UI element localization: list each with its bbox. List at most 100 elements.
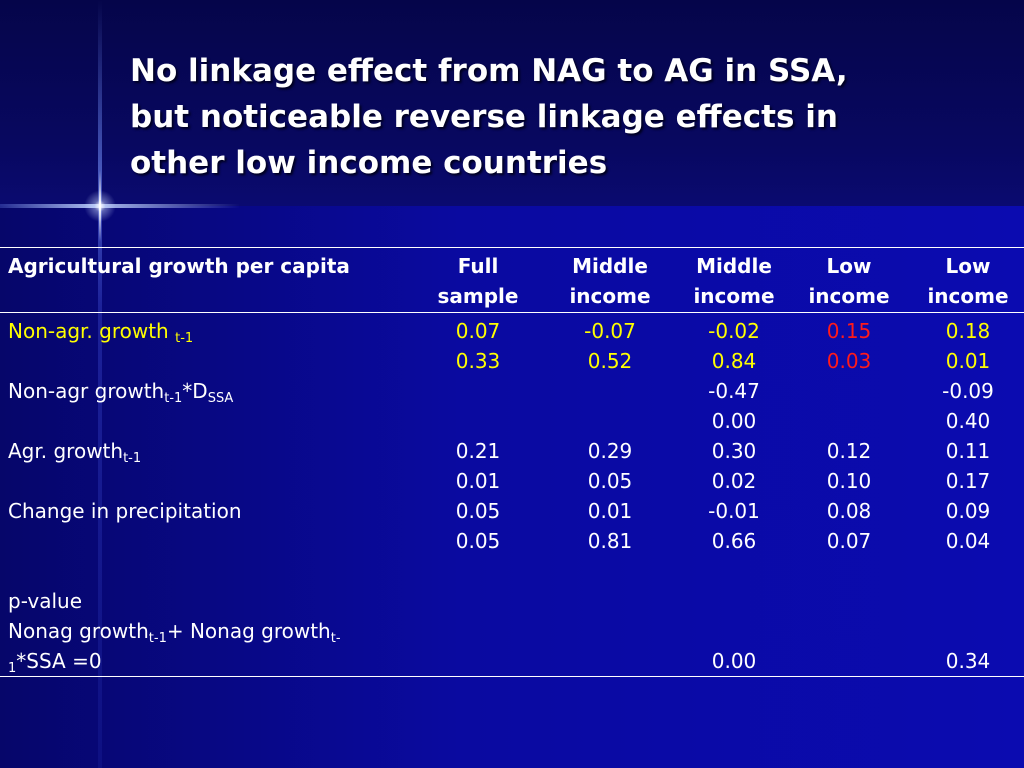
regression-table: Agricultural growth per capita Full sampl… [0,247,1024,677]
table-cell: 0.17 [945,469,991,493]
table-cell: 0.00 [711,409,757,433]
table-cell: 0.01 [945,349,991,373]
header-low-income-2: Low income [912,247,1024,313]
row-label-text: Non-agr growth [8,379,165,403]
table-cell [538,376,682,406]
row-label-empty [0,466,418,496]
header-low-income-2-line1: Low [945,254,991,278]
row-label-subscript: t-1 [175,331,194,346]
table-cell: 0.04 [945,529,991,553]
table-header: Agricultural growth per capita Full sampl… [0,247,1024,313]
header-full-sample-line1: Full [457,254,499,278]
row-label-text: *SSA =0 [16,649,102,673]
header-middle-income-2: Middle income [682,247,786,313]
table-cell: 0.33 [455,349,501,373]
table-cell: 0.15 [826,319,872,343]
decorative-horizontal-line [0,204,240,208]
row-spacer-cell [786,556,912,586]
slide-title: No linkage effect from NAG to AG in SSA,… [130,48,1000,186]
row-label-text: + Nonag growth [166,619,331,643]
table-cell: 0.01 [587,499,633,523]
table-row-nonagr-pval: 0.33 0.52 0.84 0.03 0.01 [0,346,1024,376]
row-label-text: Nonag growth [8,619,149,643]
table-cell: 0.40 [945,409,991,433]
table-cell: 0.07 [826,529,872,553]
table-body: Non-agr. growth t-1 0.07 -0.07 -0.02 0.1… [0,313,1024,677]
table-cell: 0.34 [912,586,1024,677]
table-row-precip-pval: 0.05 0.81 0.66 0.07 0.04 [0,526,1024,556]
header-low-income-1-line2: income [808,284,890,308]
header-middle-income-1-line2: income [569,284,651,308]
header-middle-income-1: Middle income [538,247,682,313]
row-spacer-cell [538,556,682,586]
table-cell: 0.02 [711,469,757,493]
table-row-spacer [0,556,1024,586]
decorative-vertical-line [98,0,102,768]
table-cell [786,586,912,677]
table-row-agr-pval: 0.01 0.05 0.02 0.10 0.17 [0,466,1024,496]
header-low-income-2-line2: income [927,284,1009,308]
table-cell: 0.05 [587,469,633,493]
table-cell: 0.10 [826,469,872,493]
table-cell: 0.30 [711,439,757,463]
table-cell: 0.05 [455,499,501,523]
table-cell [418,406,538,436]
table-cell: -0.02 [708,319,760,343]
table-cell: 0.18 [945,319,991,343]
table-row-precip-coef: Change in precipitation 0.05 0.01 -0.01 … [0,496,1024,526]
table-cell: -0.01 [708,499,760,523]
row-label-empty [0,346,418,376]
table-cell: -0.09 [942,379,994,403]
title-line-1: No linkage effect from NAG to AG in SSA, [130,53,848,89]
table-cell: -0.07 [584,319,636,343]
table-cell [538,586,682,677]
title-line-2: but noticeable reverse linkage effects i… [130,99,838,135]
table-cell: 0.52 [587,349,633,373]
row-label-text: Non-agr. growth [8,319,176,343]
table-cell: -0.47 [708,379,760,403]
row-label-text: Agr. growth [8,439,124,463]
row-label-empty [0,526,418,556]
table-cell: 0.12 [826,439,872,463]
row-label-text: p-value [8,589,83,613]
header-full-sample-line2: sample [437,284,519,308]
row-spacer-cell [912,556,1024,586]
row-label-subscript: 1 [8,661,17,676]
table-cell: 0.08 [826,499,872,523]
title-line-3: other low income countries [130,145,608,181]
header-full-sample: Full sample [418,247,538,313]
row-label-text: *D [182,379,208,403]
table-cell: 0.81 [587,529,633,553]
row-label-nonagr-growth: Non-agr. growth t-1 [0,313,418,347]
table-row-nonagr-coef: Non-agr. growth t-1 0.07 -0.07 -0.02 0.1… [0,313,1024,347]
table-row-agr-coef: Agr. growtht-1 0.21 0.29 0.30 0.12 0.11 [0,436,1024,466]
row-spacer-cell [682,556,786,586]
table-cell: 0.05 [455,529,501,553]
table-row-interaction-coef: Non-agr growtht-1*DSSA -0.47 -0.09 [0,376,1024,406]
table-cell: 0.09 [945,499,991,523]
header-dependent-variable: Agricultural growth per capita [0,247,418,313]
row-label-joint-test: p-value Nonag growtht-1+ Nonag growtht- 1*… [0,586,418,677]
row-label-subscript: SSA [207,391,234,406]
table-cell [418,376,538,406]
table-cell [786,376,912,406]
row-label-precipitation: Change in precipitation [8,499,242,523]
table-cell [418,586,538,677]
row-label-empty [0,406,418,436]
row-spacer-cell [0,556,418,586]
table-cell: 0.11 [945,439,991,463]
table-cell: 0.03 [826,349,872,373]
row-label-subscript: t- [330,631,341,646]
table-row-joint-test: p-value Nonag growtht-1+ Nonag growtht- 1*… [0,586,1024,677]
table-cell: 0.00 [682,586,786,677]
row-label-subscript: t-1 [123,451,142,466]
header-middle-income-2-line2: income [693,284,775,308]
table-cell [538,406,682,436]
header-row: Agricultural growth per capita Full sampl… [0,247,1024,313]
decorative-sparkle-ray [99,170,101,242]
header-low-income-1: Low income [786,247,912,313]
table-cell: 0.66 [711,529,757,553]
header-low-income-1-line1: Low [826,254,872,278]
table-cell: 0.21 [455,439,501,463]
row-label-interaction: Non-agr growtht-1*DSSA [0,376,418,406]
